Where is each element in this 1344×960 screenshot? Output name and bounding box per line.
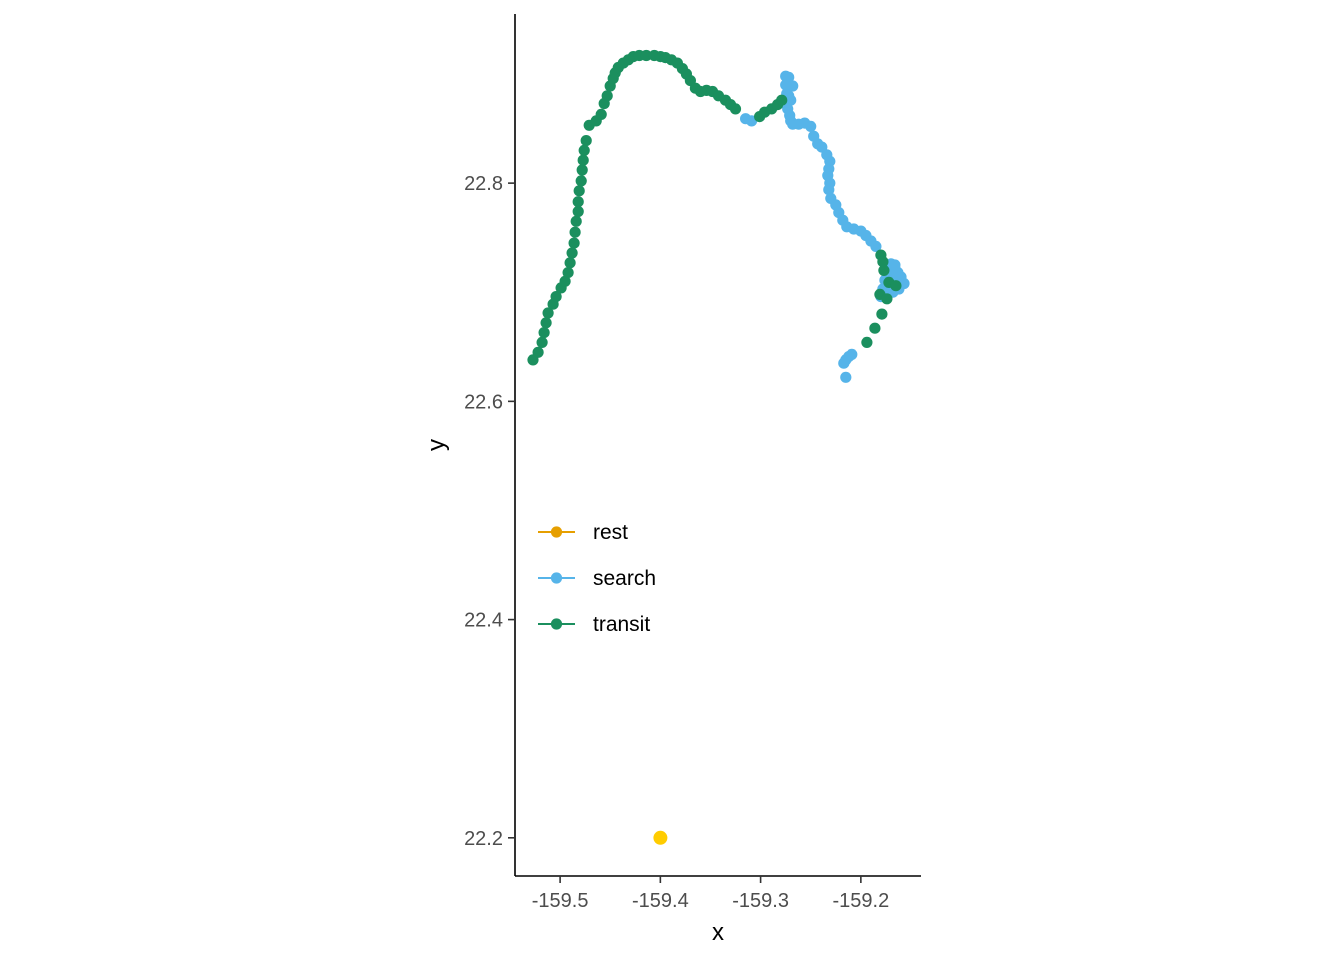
transit-point — [559, 275, 571, 287]
search-point — [787, 80, 799, 92]
transit-point — [878, 264, 890, 276]
x-tick-label: -159.5 — [532, 890, 589, 912]
transit-point — [776, 94, 788, 106]
transit-point — [569, 226, 581, 238]
y-tick-label: 22.4 — [464, 610, 503, 632]
search-point — [785, 94, 797, 106]
legend-label: search — [593, 567, 656, 590]
transit-point — [540, 317, 552, 329]
y-tick-label: 22.6 — [464, 391, 503, 413]
transit-point — [538, 327, 550, 339]
transit-point — [601, 90, 613, 102]
legend: rest search transit — [538, 521, 656, 636]
y-axis-title: y — [423, 439, 450, 451]
search-point — [805, 120, 817, 132]
transit-point — [876, 308, 888, 320]
legend-item-transit: transit — [538, 613, 650, 636]
search-point — [889, 259, 901, 271]
transit-point — [640, 49, 652, 62]
transit-point — [580, 135, 592, 147]
transit-point — [861, 336, 873, 348]
transit-point — [572, 196, 584, 208]
x-axis-title: x — [712, 919, 724, 946]
y-axis-ticks: 22.2 22.4 22.6 22.8 — [464, 173, 515, 850]
transit-point — [577, 154, 589, 166]
transit-point — [572, 205, 584, 218]
transit-point — [532, 346, 544, 358]
transit-point — [566, 247, 578, 259]
data-points — [527, 49, 910, 845]
x-tick-label: -159.4 — [632, 890, 689, 912]
legend-item-search: search — [538, 567, 656, 590]
legend-label: transit — [593, 613, 650, 636]
transit-point — [595, 108, 607, 120]
transit-point — [568, 237, 580, 249]
transit-point — [877, 256, 889, 268]
search-point — [870, 240, 882, 252]
transit-point — [564, 257, 576, 269]
transit-point — [573, 185, 585, 197]
transit-point — [890, 280, 902, 292]
legend-key-point — [550, 526, 563, 538]
transit-point — [869, 322, 881, 334]
series-transit — [527, 49, 902, 366]
y-tick-label: 22.8 — [464, 173, 503, 195]
legend-key-point — [550, 572, 563, 584]
transit-point — [578, 144, 590, 156]
legend-label: rest — [593, 521, 628, 544]
transit-point — [575, 175, 587, 187]
transit-point — [881, 293, 893, 305]
transit-point — [562, 267, 574, 279]
x-tick-label: -159.2 — [832, 890, 889, 912]
x-axis-ticks: -159.5 -159.4 -159.3 -159.2 — [532, 876, 889, 912]
transit-point — [570, 215, 582, 227]
search-point — [840, 371, 852, 383]
search-point — [838, 357, 850, 369]
transit-point — [576, 164, 588, 176]
legend-key-point — [550, 618, 563, 630]
y-tick-label: 22.2 — [464, 828, 503, 850]
transit-point — [542, 307, 554, 319]
transit-point — [729, 103, 742, 115]
transit-point — [550, 291, 562, 303]
highlight-point — [653, 830, 668, 845]
legend-item-rest: rest — [538, 521, 628, 544]
search-point — [823, 184, 835, 196]
transit-point — [536, 336, 548, 348]
x-tick-label: -159.3 — [732, 890, 789, 912]
